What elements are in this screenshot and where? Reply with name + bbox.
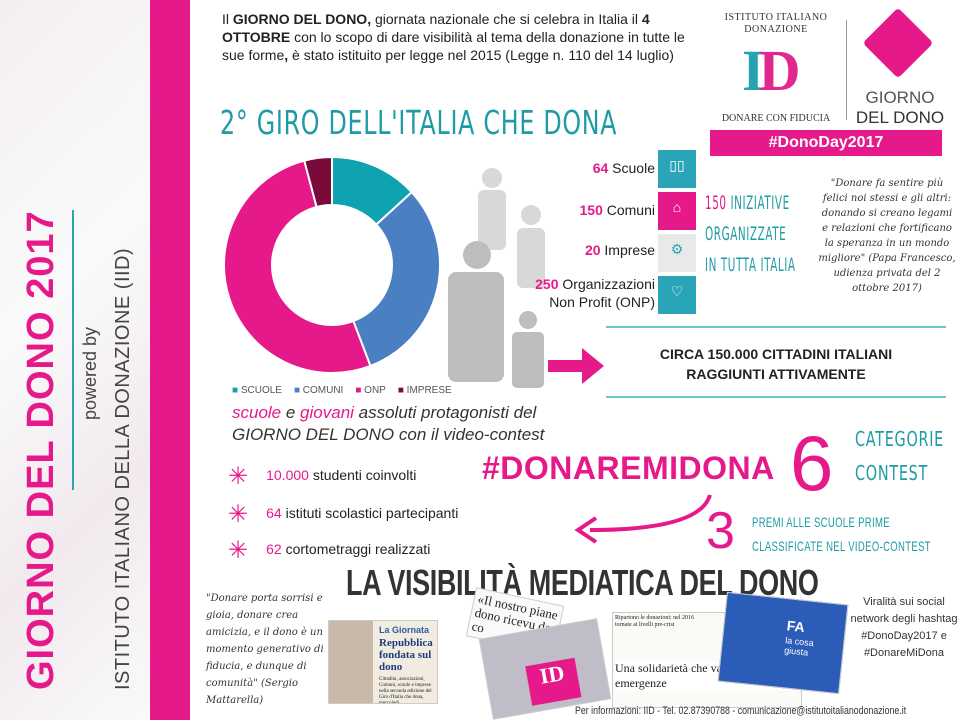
papa-quote: "Donare fa sentire più felici noi stessi…	[818, 178, 956, 294]
gears-icon: ⚙	[658, 234, 696, 272]
bullet-students: ✳ 10.000 studenti coinvolti	[228, 463, 417, 490]
footer-contact: Per informazioni: IID - Tel. 02.87390788…	[575, 705, 907, 717]
donut-slice-onp	[225, 159, 372, 374]
stat-scuole: 64 Scuole	[592, 160, 655, 176]
left-background	[0, 0, 150, 720]
tv-caption-fa: FA	[786, 617, 806, 636]
stat-comuni: 150 Comuni	[579, 202, 656, 218]
legend-item-comuni: ■ COMUNI	[293, 385, 344, 396]
people-icon	[448, 168, 545, 388]
curved-arrow-icon	[574, 494, 712, 544]
tv-photo-fa-la-cosa-giusta: FA la cosa giusta	[717, 591, 849, 695]
legend-swatch: ■	[293, 385, 303, 396]
protagonists-text: scuole e giovani assoluti protagonisti d…	[232, 403, 545, 444]
side-divider	[72, 210, 74, 490]
logo-del-dono: DEL DONO	[855, 108, 945, 127]
newspaper-clip-repubblica: La Giornata Repubblica fondata sul dono …	[328, 620, 438, 704]
virality-text: Viralità sui social network degli hashta…	[850, 596, 958, 659]
logo-ring-text: ISTITUTO ITALIANO DONAZIONE	[724, 12, 828, 35]
prizes-label: PREMI ALLE SCUOLE PRIME CLASSIFICATE NEL …	[752, 514, 931, 554]
legend-item-scuole: ■ SCUOLE	[232, 385, 282, 396]
tv-id-logo: ID	[525, 657, 582, 706]
media-title: LA VISIBILITÀ MEDIATICA DEL DONO	[346, 562, 819, 603]
id-letters: ID	[742, 38, 800, 103]
donut-slice-imprese	[303, 155, 333, 209]
clip-kicker: La Giornata	[379, 625, 430, 635]
book-icon: ▯▯	[658, 150, 696, 188]
building-icon: ⌂	[658, 192, 696, 230]
pink-bar	[150, 0, 190, 720]
intro-text: Il GIORNO DEL DONO, giornata nazionale c…	[222, 11, 685, 63]
stat-onp: 250 Organizzazioni	[535, 276, 655, 292]
iniziative-text: 150 INIZIATIVE ORGANIZZATE IN TUTTA ITALIA	[705, 192, 796, 276]
asterisk-icon: ✳	[228, 501, 249, 528]
side-institute: ISTITUTO ITALIANO DELLA DONAZIONE (IID)	[112, 247, 134, 690]
iid-logo: ISTITUTO ITALIANO DONAZIONE ID	[712, 12, 840, 112]
prizes-count: 3	[706, 502, 735, 560]
bullet-shorts: ✳ 62 cortometraggi realizzati	[228, 537, 431, 564]
arrow-right-icon	[548, 348, 604, 384]
mattarella-quote: "Donare porta sorrisi e gioia, donare cr…	[206, 593, 324, 706]
headline: 2° GIRO DELL'ITALIA CHE DONA	[220, 103, 618, 142]
hashtag-banner: #DonoDay2017	[710, 130, 942, 156]
legend-swatch: ■	[355, 385, 365, 396]
clip-top-headline: Ripartono le donazioni: nel 2016 tornate…	[615, 615, 694, 628]
bullet-schools: ✳ 64 istituti scolastici partecipanti	[228, 501, 459, 528]
categories-label: CATEGORIE CONTEST	[855, 427, 945, 485]
categories-count: 6	[790, 419, 834, 507]
logo-separator	[846, 20, 847, 120]
asterisk-icon: ✳	[228, 463, 249, 490]
divider	[606, 326, 946, 328]
asterisk-icon: ✳	[228, 537, 249, 564]
chart-legend: ■ SCUOLE ■ COMUNI ■ ONP ■ IMPRESE	[232, 385, 464, 397]
clip-body: Cittadini, associazioni, Comuni, scuole …	[379, 677, 432, 704]
diamond-logo-icon	[862, 7, 934, 79]
donut-chart	[225, 155, 440, 374]
divider	[606, 396, 946, 398]
contest-hashtag: #DONAREMIDONA	[482, 450, 775, 486]
side-title: GIORNO DEL DONO 2017	[20, 210, 62, 690]
donut-slice-comuni	[352, 190, 440, 368]
legend-item-onp: ■ ONP	[355, 385, 386, 396]
powered-by: powered by	[80, 326, 100, 420]
legend-swatch: ■	[232, 385, 241, 396]
tv-caption: la cosa giusta	[783, 635, 815, 658]
legend-item-imprese: ■ IMPRESE	[397, 385, 452, 396]
logo-tagline: DONARE CON FIDUCIA	[721, 113, 831, 124]
logo-giorno: GIORNO	[865, 88, 935, 107]
citizens-reached: CIRCA 150.000 CITTADINI ITALIANI RAGGIUNT…	[659, 346, 893, 382]
legend-swatch: ■	[397, 385, 407, 396]
stat-imprese: 20 Imprese	[584, 242, 655, 258]
heart-icon: ♡	[658, 276, 696, 314]
clip-headline: Repubblica fondata sul dono	[379, 637, 433, 673]
clip-photo	[329, 621, 373, 703]
stat-onp-line2: Non Profit (ONP)	[549, 294, 655, 310]
